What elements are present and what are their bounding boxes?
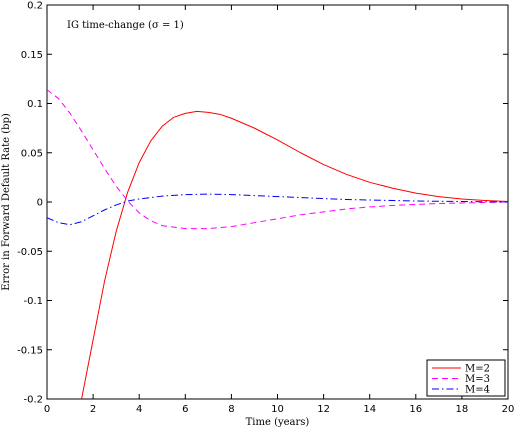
y-tick-label: 0.15 xyxy=(21,50,43,61)
x-tick-label: 0 xyxy=(44,404,50,415)
x-tick-label: 18 xyxy=(456,404,469,415)
y-tick-label: -0.15 xyxy=(17,345,43,356)
x-tick-label: 2 xyxy=(90,404,96,415)
legend-label-1: M=2 xyxy=(465,364,490,375)
x-tick-label: 10 xyxy=(271,404,284,415)
x-tick-label: 16 xyxy=(409,404,422,415)
y-tick-label: 0.05 xyxy=(21,148,43,159)
y-tick-label: 0 xyxy=(37,198,43,209)
x-tick-label: 6 xyxy=(182,404,188,415)
plot-area xyxy=(46,4,509,400)
series-line-3 xyxy=(47,193,508,226)
x-tick-label: 14 xyxy=(363,404,376,415)
y-tick-label: -0.2 xyxy=(23,395,43,406)
legend-label-3: M=4 xyxy=(465,385,490,396)
y-tick-label: 0.1 xyxy=(27,99,43,110)
chart-annotation: IG time-change (σ = 1) xyxy=(67,20,184,31)
x-tick-label: 12 xyxy=(317,404,330,415)
y-tick-label: -0.05 xyxy=(17,247,43,258)
y-tick-label: -0.1 xyxy=(23,296,43,307)
x-tick-label: 4 xyxy=(136,404,142,415)
x-axis-label: Time (years) xyxy=(246,417,310,428)
legend-label-2: M=3 xyxy=(465,374,490,385)
y-tick-label: 0.2 xyxy=(27,1,43,12)
y-axis-label: Error in Forward Default Rate (bp) xyxy=(1,113,12,291)
legend: M=2M=3M=4 xyxy=(426,359,506,397)
legend-box xyxy=(426,359,506,397)
x-tick-label: 20 xyxy=(502,404,515,415)
series-line-1 xyxy=(81,110,508,399)
ticks-layer: 0 2 4 6 8 10 12 14 16 18 20 0.2 0.15 0.1 0.05 0 -0.05 -0.… xyxy=(17,1,514,416)
series-layer xyxy=(47,89,508,399)
series-line-2 xyxy=(47,89,508,230)
x-tick-label: 8 xyxy=(228,404,234,415)
